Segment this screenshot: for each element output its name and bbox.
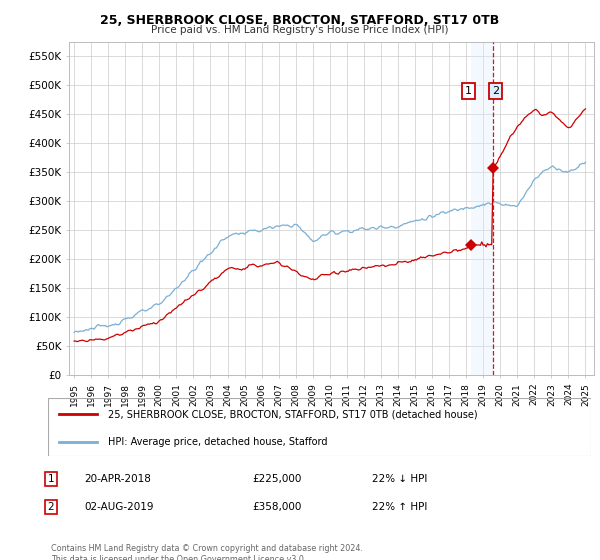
Text: 25, SHERBROOK CLOSE, BROCTON, STAFFORD, ST17 0TB: 25, SHERBROOK CLOSE, BROCTON, STAFFORD, … <box>100 14 500 27</box>
Text: 22% ↑ HPI: 22% ↑ HPI <box>372 502 427 512</box>
Text: 1: 1 <box>47 474 55 484</box>
Text: 2: 2 <box>492 86 499 96</box>
Text: HPI: Average price, detached house, Stafford: HPI: Average price, detached house, Staf… <box>108 437 327 447</box>
Text: 02-AUG-2019: 02-AUG-2019 <box>84 502 154 512</box>
Text: £358,000: £358,000 <box>252 502 301 512</box>
Text: £225,000: £225,000 <box>252 474 301 484</box>
Text: 2: 2 <box>47 502 55 512</box>
Text: 1: 1 <box>465 86 472 96</box>
Text: 22% ↓ HPI: 22% ↓ HPI <box>372 474 427 484</box>
Text: Price paid vs. HM Land Registry's House Price Index (HPI): Price paid vs. HM Land Registry's House … <box>151 25 449 35</box>
Text: Contains HM Land Registry data © Crown copyright and database right 2024.
This d: Contains HM Land Registry data © Crown c… <box>51 544 363 560</box>
Text: 20-APR-2018: 20-APR-2018 <box>84 474 151 484</box>
Bar <box>471 42 493 375</box>
Text: 25, SHERBROOK CLOSE, BROCTON, STAFFORD, ST17 0TB (detached house): 25, SHERBROOK CLOSE, BROCTON, STAFFORD, … <box>108 409 478 419</box>
